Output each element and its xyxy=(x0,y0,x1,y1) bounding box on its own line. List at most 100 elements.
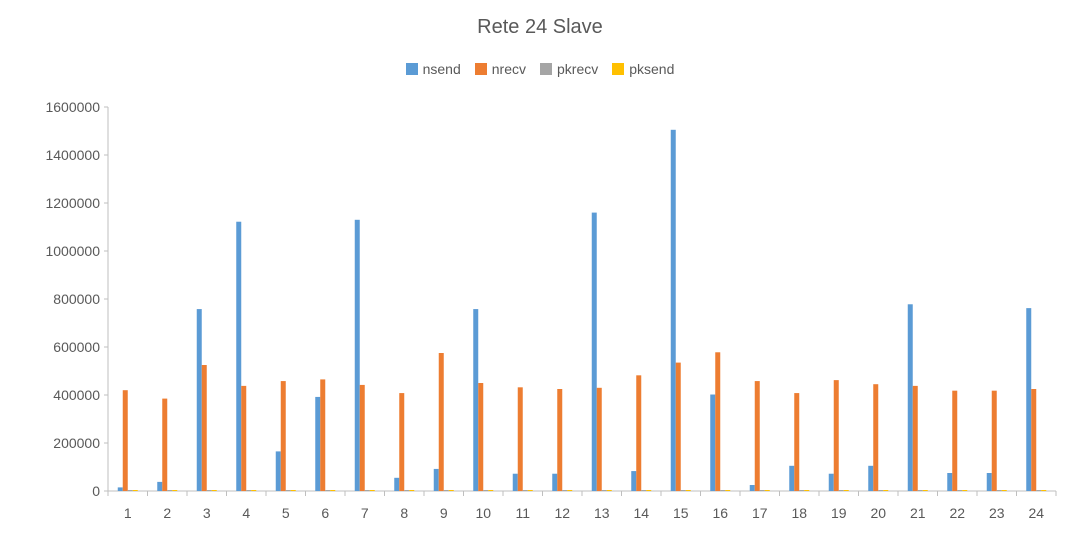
bar-nrecv-13 xyxy=(596,387,602,491)
y-tick-label: 1600000 xyxy=(45,99,100,115)
bar-pksend-21 xyxy=(922,490,928,491)
chart-legend: nsend nrecv pkrecv pksend xyxy=(0,61,1080,77)
bar-pkrecv-7 xyxy=(364,490,370,491)
x-tick-label: 15 xyxy=(673,505,689,521)
x-tick-label: 11 xyxy=(515,505,530,521)
bar-pkrecv-8 xyxy=(404,490,410,491)
y-tick-label: 800000 xyxy=(53,291,100,307)
bar-nsend-21 xyxy=(907,304,913,491)
y-tick-label: 600000 xyxy=(53,339,100,355)
bar-nsend-3 xyxy=(196,309,202,491)
bar-pksend-5 xyxy=(290,490,296,491)
bar-nsend-9 xyxy=(433,468,439,491)
bar-nrecv-4 xyxy=(241,385,247,491)
x-tick-label: 8 xyxy=(400,505,408,521)
legend-item-nsend: nsend xyxy=(405,61,461,77)
bar-pksend-8 xyxy=(409,490,415,491)
bar-nsend-22 xyxy=(947,473,953,491)
y-tick-label: 1200000 xyxy=(45,195,100,211)
bar-nsend-4 xyxy=(236,221,242,491)
bar-nsend-16 xyxy=(710,394,716,491)
y-tick-label: 1000000 xyxy=(45,243,100,259)
bar-nrecv-17 xyxy=(754,381,760,491)
bar-nsend-5 xyxy=(275,451,281,491)
x-tick-label: 12 xyxy=(554,505,570,521)
x-tick-label: 24 xyxy=(1028,505,1044,521)
bar-nrecv-15 xyxy=(675,362,681,491)
bar-nrecv-7 xyxy=(359,384,365,491)
bar-nsend-6 xyxy=(315,396,321,491)
bar-nsend-18 xyxy=(789,465,795,491)
bar-pksend-2 xyxy=(172,490,178,491)
legend-item-nrecv: nrecv xyxy=(474,61,526,77)
bar-pksend-23 xyxy=(1001,490,1007,491)
bar-nrecv-6 xyxy=(320,379,326,491)
bar-nsend-17 xyxy=(749,485,755,491)
legend-item-pksend: pksend xyxy=(612,61,674,77)
bar-pksend-16 xyxy=(725,490,731,491)
bar-nrecv-16 xyxy=(715,352,721,491)
bar-nsend-12 xyxy=(552,473,558,491)
bar-pksend-20 xyxy=(883,490,889,491)
bar-pksend-17 xyxy=(764,490,770,491)
bar-pkrecv-21 xyxy=(917,490,923,491)
bar-pkrecv-14 xyxy=(641,490,647,491)
x-tick-label: 5 xyxy=(282,505,290,521)
bar-pksend-13 xyxy=(606,490,612,491)
bar-pkrecv-22 xyxy=(957,490,963,491)
x-tick-label: 4 xyxy=(242,505,250,521)
x-tick-label: 1 xyxy=(124,505,132,521)
bar-pkrecv-9 xyxy=(443,490,449,491)
x-tick-label: 22 xyxy=(949,505,965,521)
bar-nrecv-23 xyxy=(991,390,997,491)
bar-nrecv-1 xyxy=(122,390,128,491)
x-tick-label: 14 xyxy=(633,505,649,521)
x-tick-label: 20 xyxy=(870,505,886,521)
legend-label: pksend xyxy=(629,61,675,77)
bar-nrecv-19 xyxy=(833,380,839,491)
bar-nrecv-21 xyxy=(912,385,918,491)
x-tick-label: 2 xyxy=(163,505,171,521)
bar-pksend-1 xyxy=(132,490,138,491)
bar-nsend-19 xyxy=(828,473,834,491)
legend-label: nrecv xyxy=(491,61,526,77)
bar-nrecv-14 xyxy=(636,375,642,491)
bar-nrecv-12 xyxy=(557,389,563,491)
bar-pkrecv-24 xyxy=(1036,490,1042,491)
bar-pkrecv-4 xyxy=(246,490,252,491)
bar-pkrecv-20 xyxy=(878,490,884,491)
y-tick-label: 0 xyxy=(92,483,100,499)
bar-pkrecv-17 xyxy=(759,490,765,491)
bar-pksend-19 xyxy=(843,490,849,491)
bar-nsend-14 xyxy=(631,471,637,491)
bar-nsend-1 xyxy=(117,487,123,491)
bar-pkrecv-6 xyxy=(325,490,331,491)
y-tick-label: 200000 xyxy=(53,435,100,451)
legend-item-pkrecv: pkrecv xyxy=(540,61,598,77)
bar-pksend-11 xyxy=(527,490,533,491)
bar-pkrecv-12 xyxy=(562,490,568,491)
bar-pkrecv-11 xyxy=(522,490,528,491)
x-tick-label: 13 xyxy=(594,505,610,521)
bar-nsend-24 xyxy=(1026,308,1032,491)
bar-nsend-13 xyxy=(591,212,597,491)
legend-swatch xyxy=(474,63,487,75)
bar-pksend-24 xyxy=(1041,490,1047,491)
legend-swatch xyxy=(540,63,552,75)
legend-swatch xyxy=(612,63,625,75)
bar-nrecv-22 xyxy=(952,390,958,491)
legend-label: nsend xyxy=(422,61,461,77)
bar-pkrecv-15 xyxy=(680,490,686,491)
bar-pkrecv-18 xyxy=(799,490,805,491)
bar-nsend-20 xyxy=(868,465,874,491)
bar-pkrecv-3 xyxy=(206,490,212,491)
bar-nsend-15 xyxy=(670,129,676,492)
bar-pkrecv-5 xyxy=(285,490,291,491)
bar-nsend-7 xyxy=(354,219,360,492)
bar-nrecv-18 xyxy=(794,393,800,491)
bar-pksend-10 xyxy=(488,490,494,491)
x-tick-label: 16 xyxy=(712,505,728,521)
bar-pksend-3 xyxy=(211,490,217,491)
bar-pksend-14 xyxy=(646,490,652,491)
